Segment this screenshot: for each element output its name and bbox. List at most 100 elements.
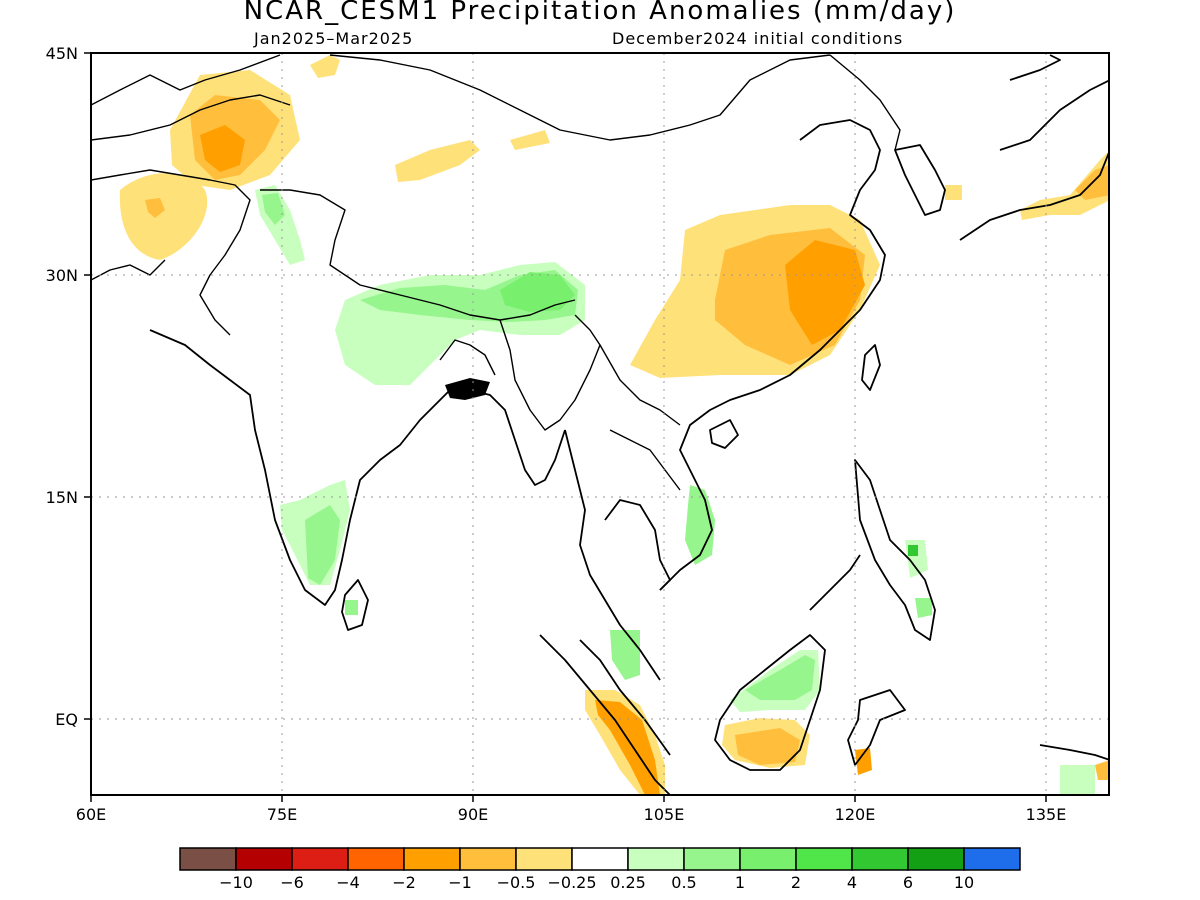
border-iran (91, 259, 166, 281)
colorbar-tick-label: −4 (336, 873, 360, 892)
central-asia-dry-strong (200, 125, 245, 172)
colorbar-swatch (851, 847, 909, 871)
dry-anomaly-regions (119, 55, 1109, 795)
border-china-mongolia (329, 54, 831, 141)
korea-dry-patch (945, 185, 962, 200)
india-south-wet-mid (305, 505, 340, 585)
mongolia-dry-light (510, 130, 550, 150)
srilanka-wet (345, 600, 358, 615)
afghan-dry-light (119, 173, 208, 260)
borneo-dry-mid (735, 728, 800, 765)
philippines-coast (854, 459, 936, 641)
colorbar-tick-label: −1 (448, 873, 472, 892)
wet-anomaly-regions (255, 185, 1095, 795)
colorbar-swatch (795, 847, 853, 871)
malaya-wet (610, 630, 640, 680)
kazakh-dry-patch (310, 55, 340, 78)
srilanka-coast (341, 579, 369, 631)
ganges-delta (445, 378, 490, 400)
hokkaido-coast (1009, 54, 1061, 81)
mindanao-wet (915, 598, 932, 618)
colorbar-swatch (347, 847, 405, 871)
border-myanmar (499, 314, 601, 431)
lon-label-75e: 75E (267, 805, 297, 824)
lat-label-eq: EQ (55, 710, 78, 729)
colorbar-swatch (907, 847, 965, 871)
gulf-thailand (604, 499, 671, 591)
colorbar-tick-label: 10 (954, 873, 974, 892)
far-east-dry-patch (1095, 760, 1109, 780)
lon-label-60e: 60E (76, 805, 106, 824)
colorbar-swatch (235, 847, 293, 871)
colorbar-tick-label: 6 (903, 873, 913, 892)
border-indochina (599, 344, 681, 491)
colorbar-swatch (291, 847, 349, 871)
vietnam-wet (685, 485, 715, 565)
hainan-coast (709, 419, 739, 449)
colorbar-labels: −10 −6 −4 −2 −1 −0.5 −0.25 0.25 0.5 1 2 4 6 10 (219, 873, 974, 892)
colorbar-swatch (571, 847, 629, 871)
initial-conditions: December2024 initial conditions (612, 29, 904, 48)
country-borders (91, 54, 901, 491)
new-guinea-coast (1039, 744, 1109, 761)
colorbar-tick-label: −0.5 (497, 873, 536, 892)
map-frame (90, 52, 1110, 796)
colorbar-swatch (627, 847, 685, 871)
border-india-north (260, 189, 576, 321)
korea-coast (894, 144, 946, 216)
china-dry-strong (785, 240, 865, 345)
lat-label-30n: 30N (46, 266, 78, 285)
lat-label-45n: 45N (46, 44, 78, 63)
colorbar-swatch (963, 847, 1021, 871)
axis-ticks (84, 52, 1047, 802)
lon-label-105e: 105E (644, 805, 685, 824)
colorbar-swatch (739, 847, 797, 871)
colorbar-tick-label: −6 (280, 873, 304, 892)
tarim-dry-light (395, 140, 480, 182)
colorbar-tick-label: −0.25 (547, 873, 596, 892)
lon-label-135e: 135E (1026, 805, 1067, 824)
coastlines (149, 54, 1109, 795)
colorbar-boxes (179, 847, 1021, 871)
graticule (91, 53, 1109, 795)
lon-label-90e: 90E (458, 805, 488, 824)
colorbar-swatch (683, 847, 741, 871)
borneo-wet-mid (745, 655, 815, 700)
afghan-dry-mid (145, 198, 165, 218)
philippines-wet-strong (908, 545, 918, 556)
border-india-bangladesh (439, 339, 496, 376)
colorbar-swatch (459, 847, 517, 871)
indochina-coast (564, 119, 886, 681)
sumatra-dry-mid (595, 700, 660, 795)
colorbar-tick-label: 2 (791, 873, 801, 892)
kashmir-wet-mid (262, 193, 285, 225)
colorbar-swatch (515, 847, 573, 871)
himalaya-wet-strong (500, 272, 575, 312)
lon-label-120e: 120E (835, 805, 876, 824)
sumatra-coast (539, 634, 671, 795)
colorbar-tick-label: 4 (847, 873, 857, 892)
india-coastline (149, 329, 566, 606)
borneo-coast (714, 634, 826, 771)
border-central-asia (91, 54, 291, 141)
colorbar-swatch (403, 847, 461, 871)
border-afghan-pak (91, 169, 251, 336)
taiwan-coast (861, 344, 881, 391)
colorbar-tick-label: 1 (735, 873, 745, 892)
colorbar-tick-label: 0.25 (610, 873, 646, 892)
japan-coast (959, 79, 1109, 241)
colorbar-tick-label: −2 (392, 873, 416, 892)
colorbar-tick-label: −10 (219, 873, 253, 892)
new-guinea-wet (1060, 765, 1095, 795)
border-china-russia (829, 54, 901, 151)
sulawesi-dry-patch (855, 748, 872, 775)
chart-title: NCAR_CESM1 Precipitation Anomalies (mm/d… (243, 0, 957, 26)
japan-dry-light (1020, 151, 1109, 220)
palawan-coast (809, 554, 861, 611)
lat-label-15n: 15N (46, 488, 78, 507)
colorbar-swatch (179, 847, 237, 871)
forecast-period: Jan2025–Mar2025 (254, 29, 414, 48)
colorbar-tick-label: 0.5 (671, 873, 696, 892)
